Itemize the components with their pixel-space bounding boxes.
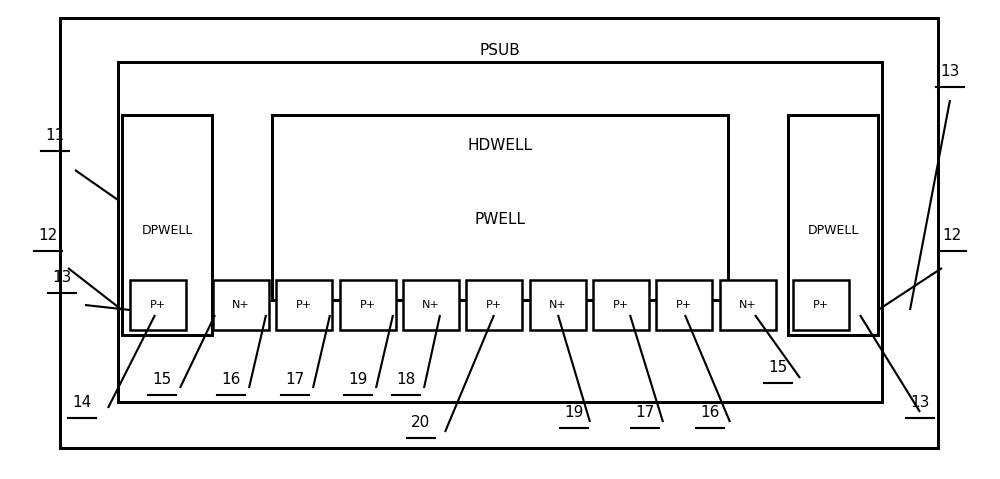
Text: 16: 16 [221,372,241,387]
Bar [60,18,938,448]
Text: DPWELL: DPWELL [141,224,193,237]
Bar [720,280,776,330]
Bar [122,115,212,335]
Text: 13: 13 [910,395,930,410]
Text: N+: N+ [739,300,757,310]
Bar [272,115,728,300]
Text: P+: P+ [296,300,312,310]
Text: P+: P+ [613,300,629,310]
Text: N+: N+ [549,300,567,310]
Text: 17: 17 [635,405,655,420]
Bar [656,280,712,330]
Bar [466,280,522,330]
Text: PSUB: PSUB [480,43,520,57]
Text: 15: 15 [152,372,172,387]
Bar [530,280,586,330]
Text: 20: 20 [411,415,431,430]
Text: 14: 14 [72,395,92,410]
Text: 13: 13 [52,270,72,285]
Text: HDWELL: HDWELL [468,137,532,152]
Bar [593,280,649,330]
Text: 16: 16 [700,405,720,420]
Text: 13: 13 [940,64,960,79]
Text: PWELL: PWELL [475,213,526,228]
Bar [118,62,882,402]
Text: P+: P+ [360,300,376,310]
Bar [403,280,459,330]
Text: P+: P+ [676,300,692,310]
Text: 12: 12 [942,228,962,243]
Text: 11: 11 [45,128,65,143]
Bar [213,280,269,330]
Bar [276,280,332,330]
Bar [788,115,878,335]
Bar [130,280,186,330]
Bar [793,280,849,330]
Text: 19: 19 [564,405,584,420]
Text: P+: P+ [486,300,502,310]
Text: N+: N+ [422,300,440,310]
Text: N+: N+ [232,300,250,310]
Text: P+: P+ [813,300,829,310]
Bar [340,280,396,330]
Text: 12: 12 [38,228,58,243]
Text: DPWELL: DPWELL [807,224,859,237]
Text: 15: 15 [768,360,788,375]
Text: P+: P+ [150,300,166,310]
Text: 17: 17 [285,372,305,387]
Text: 18: 18 [396,372,416,387]
Text: 19: 19 [348,372,368,387]
